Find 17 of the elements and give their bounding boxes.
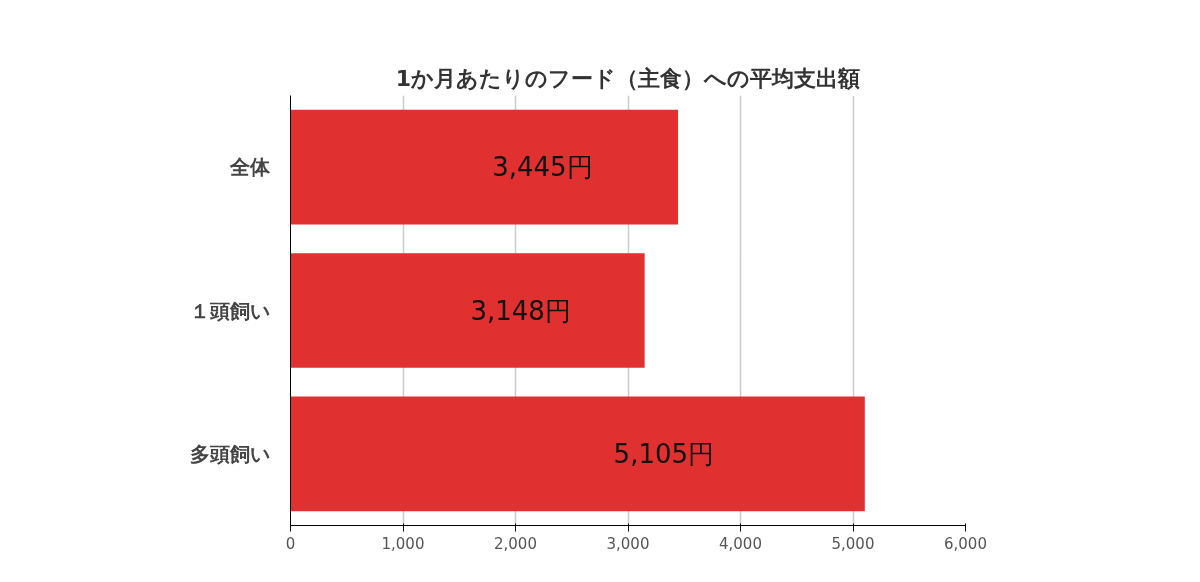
x-tick-label: 0 xyxy=(285,534,296,553)
x-tick-label: 4,000 xyxy=(719,534,762,553)
bar xyxy=(290,253,645,368)
data-label: 5,105円 xyxy=(613,438,715,469)
x-tick-label: 3,000 xyxy=(606,534,650,553)
x-tick-label: 5,000 xyxy=(831,534,875,553)
data-label: 3,148円 xyxy=(470,295,571,326)
x-tick-label: 2,000 xyxy=(494,534,537,553)
chart-title: 1か月あたりのフード（主食）への平均支出額 xyxy=(395,65,861,91)
bar xyxy=(290,109,679,225)
y-tick-label: １頭飼い xyxy=(189,298,270,323)
data-label: 3,445円 xyxy=(492,152,593,183)
y-tick-label: 多頭飼い xyxy=(189,441,270,466)
bar xyxy=(290,396,865,512)
x-tick-label: 1,000 xyxy=(381,534,425,553)
y-tick-label: 全体 xyxy=(228,155,271,180)
x-tick-label: 6,000 xyxy=(944,534,987,553)
